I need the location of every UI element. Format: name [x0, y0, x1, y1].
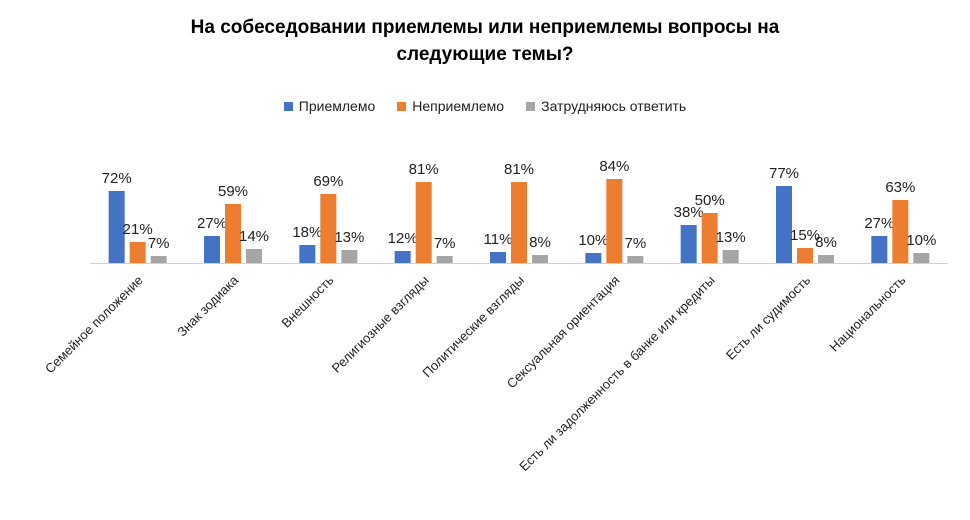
category-label-4: Религиозные взгляды: [329, 273, 432, 376]
data-label-acceptable-2: 27%: [197, 215, 227, 232]
data-label-unacceptable-8: 15%: [790, 227, 820, 244]
chart-legend: Приемлемо Неприемлемо Затрудняюсь ответи…: [0, 98, 970, 114]
bar-undecided-5: [532, 255, 548, 263]
chart-title-line-2: следующие темы?: [396, 44, 574, 65]
legend-swatch-acceptable: [283, 101, 293, 111]
category-label-3: Внешность: [278, 272, 336, 330]
data-label-unacceptable-9: 63%: [885, 179, 915, 196]
bar-acceptable-6: [585, 253, 602, 263]
data-label-acceptable-4: 12%: [388, 230, 418, 247]
bar-acceptable-9: [871, 236, 888, 263]
data-label-acceptable-8: 77%: [769, 165, 799, 182]
bar-unacceptable-2: [225, 204, 241, 263]
data-label-undecided-2: 14%: [239, 228, 269, 245]
data-label-undecided-1: 7%: [148, 235, 170, 252]
data-label-acceptable-6: 10%: [578, 232, 608, 249]
data-label-unacceptable-2: 59%: [218, 183, 248, 200]
category-label-9: Национальность: [826, 272, 908, 354]
bar-acceptable-1: [108, 191, 125, 263]
category-label-7: Есть ли задолженность в банке или кредит…: [516, 273, 718, 475]
bar-acceptable-4: [394, 251, 411, 263]
bar-acceptable-7: [680, 225, 697, 263]
category-label-6: Сексуальная ориентация: [504, 273, 623, 392]
bar-unacceptable-4: [415, 182, 432, 263]
bar-unacceptable-7: [701, 213, 718, 263]
data-label-undecided-3: 13%: [334, 229, 364, 246]
data-label-undecided-8: 8%: [815, 234, 837, 251]
bar-undecided-7: [722, 250, 739, 263]
data-label-unacceptable-7: 50%: [695, 192, 725, 209]
bar-acceptable-3: [299, 245, 316, 263]
bar-unacceptable-9: [892, 200, 909, 263]
data-label-unacceptable-3: 69%: [313, 173, 343, 190]
legend-label-unacceptable: Неприемлемо: [412, 98, 505, 114]
legend-item-unacceptable: Неприемлемо: [397, 98, 504, 114]
data-label-undecided-7: 13%: [716, 229, 746, 246]
data-label-unacceptable-5: 81%: [504, 161, 534, 178]
data-label-unacceptable-4: 81%: [409, 161, 439, 178]
category-label-8: Есть ли судимость: [723, 272, 813, 362]
legend-label-undecided: Затрудняюсь ответить: [541, 98, 687, 114]
data-label-acceptable-1: 72%: [102, 170, 132, 187]
bar-acceptable-5: [490, 252, 506, 263]
bar-undecided-4: [436, 256, 453, 263]
category-label-5: Политические взгляды: [419, 273, 527, 381]
category-label-1: Семейное положение: [42, 273, 146, 377]
category-label-2: Знак зодиака: [174, 272, 241, 339]
legend-swatch-undecided: [526, 101, 536, 111]
chart-title: На собеседовании приемлемы или неприемле…: [0, 14, 970, 68]
bar-acceptable-2: [204, 236, 220, 263]
data-label-undecided-4: 7%: [434, 235, 456, 252]
bar-unacceptable-6: [606, 179, 623, 263]
data-label-undecided-5: 8%: [529, 234, 551, 251]
legend-label-acceptable: Приемлемо: [298, 98, 376, 114]
bar-undecided-9: [913, 253, 930, 263]
bar-undecided-3: [341, 250, 358, 263]
bar-undecided-1: [150, 256, 167, 263]
legend-swatch-unacceptable: [397, 101, 407, 111]
bar-acceptable-8: [776, 186, 792, 263]
data-label-undecided-6: 7%: [624, 235, 646, 252]
bar-undecided-6: [627, 256, 644, 263]
data-label-acceptable-5: 11%: [484, 231, 513, 248]
data-label-unacceptable-6: 84%: [599, 158, 629, 175]
legend-item-acceptable: Приемлемо: [283, 98, 376, 114]
data-label-acceptable-3: 18%: [292, 224, 322, 241]
bar-unacceptable-3: [320, 194, 337, 263]
data-label-undecided-9: 10%: [906, 232, 936, 249]
bar-undecided-8: [818, 255, 834, 263]
bar-unacceptable-8: [797, 248, 813, 263]
data-label-unacceptable-1: 21%: [123, 221, 153, 238]
bar-undecided-2: [246, 249, 262, 263]
bar-unacceptable-5: [511, 182, 527, 263]
bar-unacceptable-1: [129, 242, 146, 263]
chart-title-line-1: На собеседовании приемлемы или неприемле…: [190, 17, 780, 38]
data-label-acceptable-7: 38%: [674, 204, 704, 221]
data-label-acceptable-9: 27%: [864, 215, 894, 232]
legend-item-undecided: Затрудняюсь ответить: [526, 98, 686, 114]
